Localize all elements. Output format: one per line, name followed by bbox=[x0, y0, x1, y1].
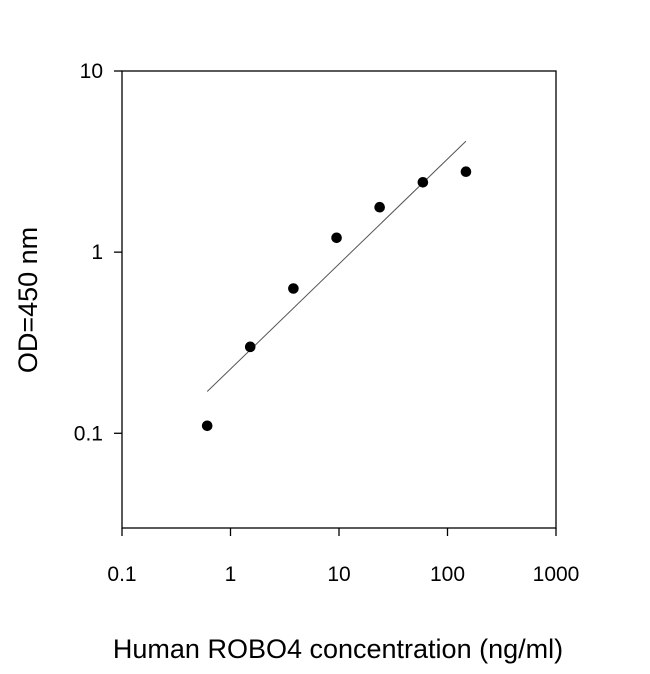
data-point bbox=[331, 232, 342, 244]
fit-line-layer bbox=[206, 140, 467, 392]
x-axis-title: Human ROBO4 concentration (ng/ml) bbox=[113, 634, 563, 664]
data-point bbox=[374, 201, 385, 213]
y-axis-ticks: 0.1 1 10 bbox=[74, 60, 122, 445]
x-tick-label: 1 bbox=[225, 563, 237, 586]
scatter-points bbox=[201, 166, 472, 432]
y-tick-label: 0.1 bbox=[74, 422, 103, 445]
fit-line bbox=[206, 140, 467, 392]
data-point bbox=[244, 341, 256, 353]
y-tick-label: 1 bbox=[91, 241, 103, 264]
x-axis-ticks: 0.1 1 10 100 1000 bbox=[107, 528, 579, 586]
x-tick-label: 100 bbox=[430, 563, 465, 586]
data-point bbox=[460, 166, 472, 178]
data-point bbox=[201, 420, 213, 432]
x-tick-label: 10 bbox=[327, 563, 350, 586]
y-tick-label: 10 bbox=[80, 60, 103, 83]
data-point bbox=[288, 283, 299, 294]
x-tick-label: 1000 bbox=[533, 563, 580, 586]
x-tick-label: 0.1 bbox=[107, 563, 136, 586]
y-axis-title: OD=450 nm bbox=[13, 227, 43, 373]
data-point bbox=[417, 176, 429, 188]
plot-frame bbox=[121, 70, 557, 529]
